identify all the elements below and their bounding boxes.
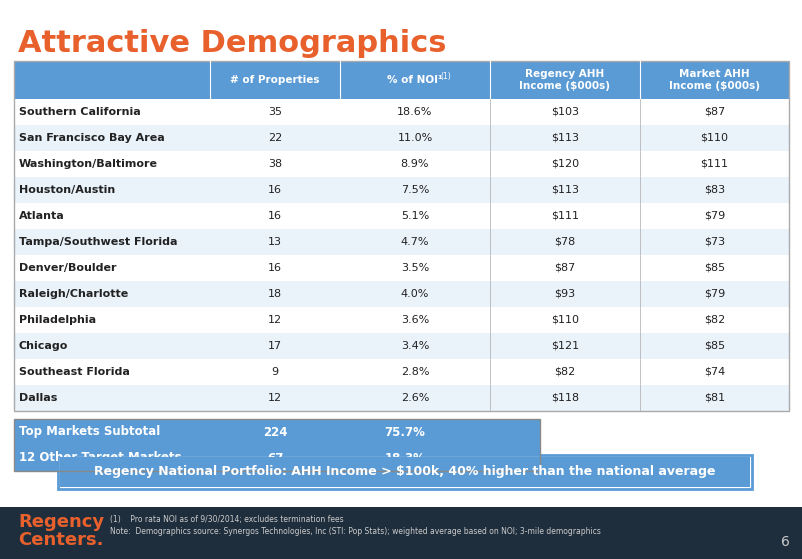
Text: 4.7%: 4.7% [400,237,429,247]
Text: 75.7%: 75.7% [384,425,425,438]
Text: # of Properties: # of Properties [230,75,319,85]
FancyBboxPatch shape [14,151,788,177]
Text: 224: 224 [262,425,287,438]
Text: Tampa/Southwest Florida: Tampa/Southwest Florida [19,237,177,247]
Text: San Francisco Bay Area: San Francisco Bay Area [19,133,164,143]
Text: Market AHH
Income ($000s): Market AHH Income ($000s) [668,69,759,91]
Text: $74: $74 [703,367,724,377]
Text: 18.3%: 18.3% [384,452,425,465]
Text: $110: $110 [699,133,727,143]
FancyBboxPatch shape [14,229,788,255]
Text: 16: 16 [268,185,282,195]
FancyBboxPatch shape [14,177,788,203]
Text: 5.1%: 5.1% [400,211,428,221]
FancyBboxPatch shape [14,255,788,281]
Text: 16: 16 [268,211,282,221]
Text: $118: $118 [550,393,578,403]
FancyBboxPatch shape [14,125,788,151]
Text: 16: 16 [268,263,282,273]
Text: 9: 9 [271,367,278,377]
Text: $79: $79 [703,211,724,221]
Text: $87: $87 [553,263,575,273]
Text: Houston/Austin: Houston/Austin [19,185,115,195]
Text: Attractive Demographics: Attractive Demographics [18,29,446,58]
Text: Chicago: Chicago [19,341,68,351]
Text: 67: 67 [266,452,283,465]
Text: $79: $79 [703,289,724,299]
Text: $81: $81 [703,393,724,403]
Text: Atlanta: Atlanta [19,211,65,221]
Text: 12 Other Target Markets: 12 Other Target Markets [19,452,181,465]
Text: Centers.: Centers. [18,531,103,549]
Text: Washington/Baltimore: Washington/Baltimore [19,159,158,169]
FancyBboxPatch shape [14,333,788,359]
FancyBboxPatch shape [14,203,788,229]
Text: $110: $110 [550,315,578,325]
FancyBboxPatch shape [60,457,749,487]
Text: 18.6%: 18.6% [397,107,432,117]
Text: $103: $103 [550,107,578,117]
Text: Denver/Boulder: Denver/Boulder [19,263,116,273]
Text: 11.0%: 11.0% [397,133,432,143]
Text: Philadelphia: Philadelphia [19,315,96,325]
Text: $87: $87 [703,107,724,117]
Text: $78: $78 [553,237,575,247]
FancyBboxPatch shape [14,359,788,385]
Text: Southern California: Southern California [19,107,140,117]
Text: $111: $111 [550,211,578,221]
Text: 18: 18 [268,289,282,299]
Text: 22: 22 [268,133,282,143]
Text: 2.6%: 2.6% [400,393,428,403]
Text: $82: $82 [553,367,575,377]
Text: 17: 17 [268,341,282,351]
Text: 2.8%: 2.8% [400,367,429,377]
Text: 4.0%: 4.0% [400,289,428,299]
Text: 7.5%: 7.5% [400,185,428,195]
Text: (1): (1) [439,72,450,81]
FancyBboxPatch shape [14,385,788,411]
FancyBboxPatch shape [14,281,788,307]
Text: $121: $121 [550,341,578,351]
Text: Note:  Demographics source: Synergos Technologies, Inc (STI: Pop Stats); weighte: Note: Demographics source: Synergos Tech… [110,527,600,536]
Text: $82: $82 [703,315,724,325]
Text: 3.6%: 3.6% [400,315,428,325]
Text: 35: 35 [268,107,282,117]
Text: % of NOI¹: % of NOI¹ [387,75,442,85]
Text: Top Markets Subtotal: Top Markets Subtotal [19,425,160,438]
Text: $85: $85 [703,263,724,273]
Text: 8.9%: 8.9% [400,159,429,169]
Text: 6: 6 [780,535,789,549]
Text: $93: $93 [553,289,575,299]
Text: 13: 13 [268,237,282,247]
Text: (1)    Pro rata NOI as of 9/30/2014; excludes termination fees: (1) Pro rata NOI as of 9/30/2014; exclud… [110,515,343,524]
Text: $120: $120 [550,159,578,169]
FancyBboxPatch shape [0,507,802,559]
FancyBboxPatch shape [14,307,788,333]
Text: Southeast Florida: Southeast Florida [19,367,130,377]
Text: 38: 38 [268,159,282,169]
Text: $73: $73 [703,237,724,247]
Text: 12: 12 [268,315,282,325]
Text: $111: $111 [699,159,727,169]
Text: $85: $85 [703,341,724,351]
Text: Raleigh/Charlotte: Raleigh/Charlotte [19,289,128,299]
Text: Regency National Portfolio: AHH Income > $100k, 40% higher than the national ave: Regency National Portfolio: AHH Income >… [94,466,715,479]
Text: $113: $113 [550,185,578,195]
FancyBboxPatch shape [14,61,788,99]
Text: 12: 12 [268,393,282,403]
Text: Regency: Regency [18,513,104,531]
Text: Regency AHH
Income ($000s): Regency AHH Income ($000s) [519,69,610,91]
FancyBboxPatch shape [58,455,751,489]
FancyBboxPatch shape [14,419,539,445]
Text: Dallas: Dallas [19,393,57,403]
Text: 3.4%: 3.4% [400,341,428,351]
FancyBboxPatch shape [14,99,788,125]
Text: $83: $83 [703,185,724,195]
Text: 3.5%: 3.5% [400,263,428,273]
FancyBboxPatch shape [14,445,539,471]
Text: $113: $113 [550,133,578,143]
